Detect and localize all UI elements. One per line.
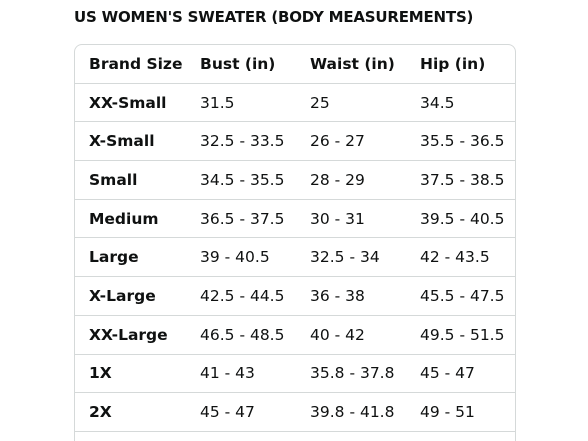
table-cell: 34.5 - 35.5 [200,170,285,189]
header-row: Brand Size Bust (in) Waist (in) Hip (in) [75,45,515,84]
table-cell: 42 - 43.5 [420,248,490,267]
header-cell: Brand Size [89,54,183,73]
table-cell: X-Small [89,132,155,151]
table-row: X-Small 32.5 - 33.5 26 - 27 35.5 - 36.5 [75,122,515,162]
table-row: XX-Small 31.5 25 34.5 [75,84,515,123]
table-cell: 39.8 - 41.8 [310,403,395,422]
table-row: 2X 45 - 47 39.8 - 41.8 49 - 51 [75,393,515,432]
table-row: X-Large 42.5 - 44.5 36 - 38 45.5 - 47.5 [75,277,515,316]
header-cell: Hip (in) [420,54,486,73]
table-cell: 39.5 - 40.5 [420,209,505,228]
table-row: Large 39 - 40.5 32.5 - 34 42 - 43.5 [75,239,515,278]
table-cell: 40 - 42 [310,325,365,344]
table-cell: 32.5 - 34 [310,248,380,267]
title: US WOMEN'S SWEATER (BODY MEASUREMENTS) [74,8,474,26]
table-row: 1X 41 - 43 35.8 - 37.8 45 - 47 [75,355,515,394]
table-cell: 37.5 - 38.5 [420,170,505,189]
table-cell: 42.5 - 44.5 [200,287,285,306]
table-cell: 41 - 43 [200,364,255,383]
table-cell: 28 - 29 [310,170,365,189]
table-cell: 45 - 47 [420,364,475,383]
table-cell: 31.5 [200,93,235,112]
table-cell: 34.5 [420,93,455,112]
table-cell: 32.5 - 33.5 [200,132,285,151]
table-cell: XX-Small [89,93,167,112]
table-cell: 45.5 - 47.5 [420,287,505,306]
table-cell: 45 - 47 [200,403,255,422]
table-cell: 1X [89,364,112,383]
table-cell: X-Large [89,287,156,306]
table-cell: 49 - 51 [420,403,475,422]
table-row: XX-Large 46.5 - 48.5 40 - 42 49.5 - 51.5 [75,316,515,355]
table-cell: 46.5 - 48.5 [200,325,285,344]
table-cell: 35.5 - 36.5 [420,132,505,151]
table-cell: Small [89,170,138,189]
table-cell: 49.5 - 51.5 [420,325,505,344]
table-cell: 36 - 38 [310,287,365,306]
table-cell: 2X [89,403,112,422]
header-cell: Bust (in) [200,54,276,73]
table-cell: XX-Large [89,325,168,344]
size-table: Brand Size Bust (in) Waist (in) Hip (in) XX-… [74,44,516,441]
table-cell: 36.5 - 37.5 [200,209,285,228]
table-cell: 35.8 - 37.8 [310,364,395,383]
table-row: Small 34.5 - 35.5 28 - 29 37.5 - 38.5 [75,161,515,200]
table-cell: 25 [310,93,330,112]
table-cell: Large [89,248,139,267]
header-cell: Waist (in) [310,54,395,73]
table-cell: Medium [89,209,159,228]
table-cell: 30 - 31 [310,209,365,228]
table-row: Medium 36.5 - 37.5 30 - 31 39.5 - 40.5 [75,200,515,239]
table-cell: 26 - 27 [310,132,365,151]
table-cell: 39 - 40.5 [200,248,270,267]
